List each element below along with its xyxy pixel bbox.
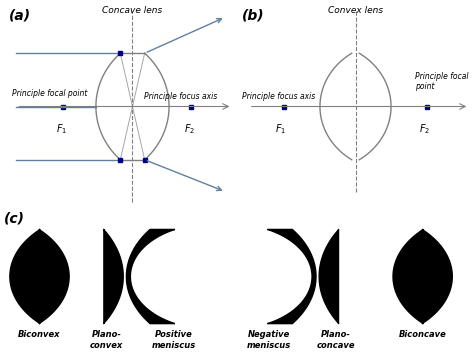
Text: Principle focal
point: Principle focal point <box>415 72 468 92</box>
Text: Positive
meniscus: Positive meniscus <box>152 330 196 350</box>
Text: Principle focus axis: Principle focus axis <box>144 92 218 101</box>
Polygon shape <box>393 229 452 324</box>
Text: $F_1$: $F_1$ <box>275 122 286 136</box>
Text: (c): (c) <box>4 211 25 225</box>
Polygon shape <box>267 229 316 324</box>
Text: Plano-
convex: Plano- convex <box>90 330 123 350</box>
Text: Biconvex: Biconvex <box>18 330 61 339</box>
Text: $F_2$: $F_2$ <box>183 122 195 136</box>
Polygon shape <box>10 229 69 324</box>
Text: Biconcave: Biconcave <box>399 330 447 339</box>
Text: Negative
meniscus: Negative meniscus <box>246 330 291 350</box>
Text: Principle focal point: Principle focal point <box>12 89 87 98</box>
Text: (a): (a) <box>9 9 31 22</box>
Polygon shape <box>127 229 175 324</box>
Text: Principle focus axis: Principle focus axis <box>242 92 315 101</box>
Text: $F_1$: $F_1$ <box>56 122 67 136</box>
Text: Plano-
concave: Plano- concave <box>317 330 355 350</box>
Text: Concave lens: Concave lens <box>102 6 163 15</box>
Polygon shape <box>103 229 123 324</box>
Text: $F_2$: $F_2$ <box>419 122 431 136</box>
Text: Convex lens: Convex lens <box>328 6 383 15</box>
Polygon shape <box>319 229 339 324</box>
Text: (b): (b) <box>242 9 264 22</box>
